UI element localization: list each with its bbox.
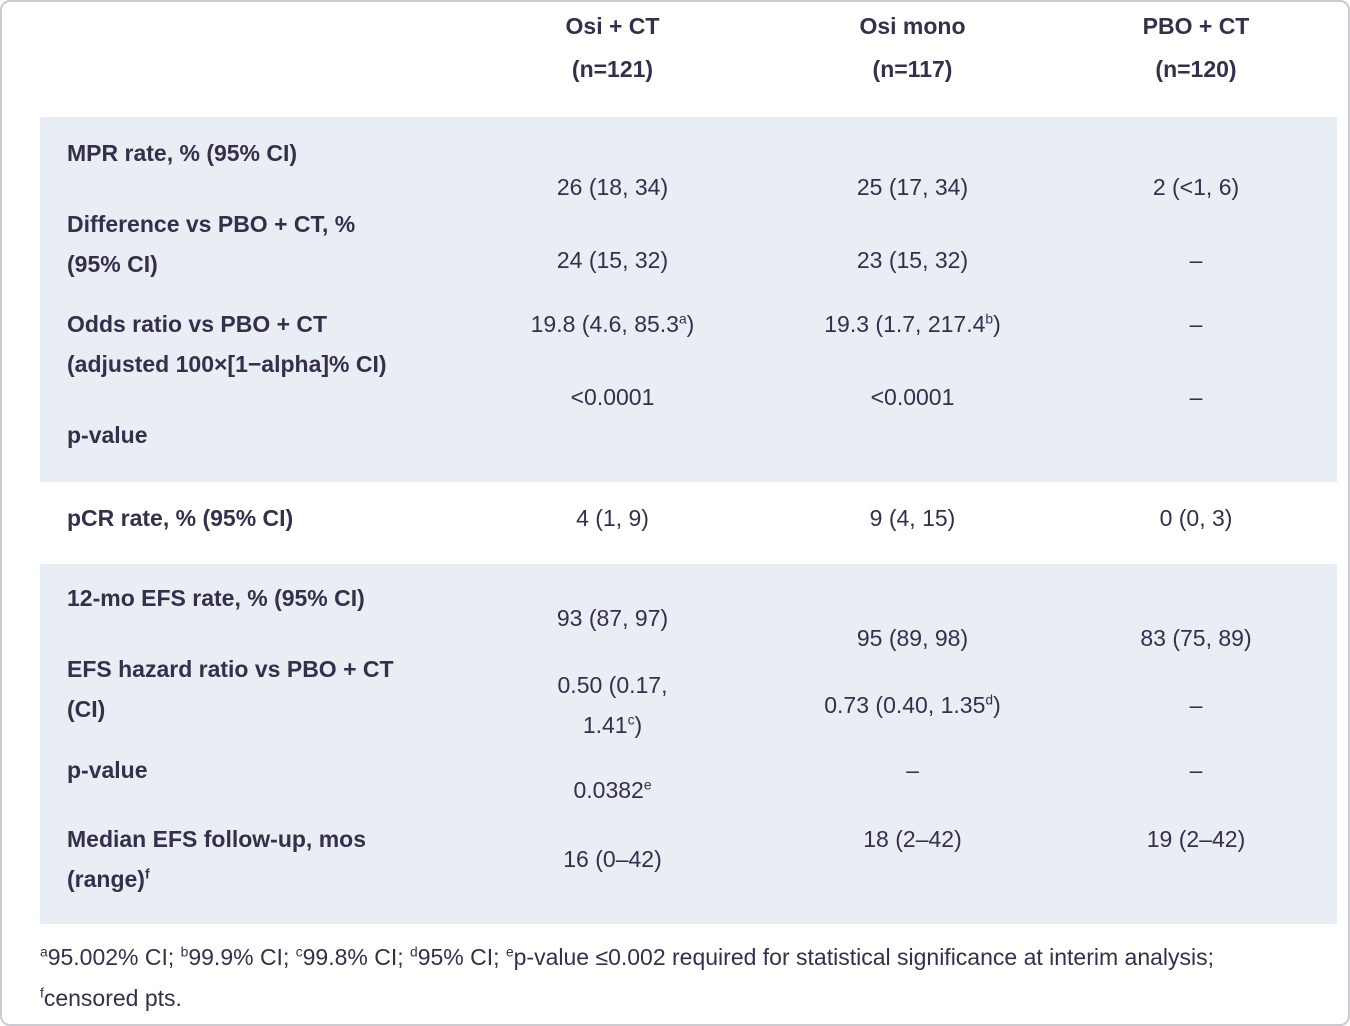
header-spacer (40, 5, 455, 117)
value-osi-mono: 19.3 (1.7, 217.4b) (824, 311, 1001, 337)
value-osi-mono: 9 (4, 15) (869, 505, 956, 531)
value-osi-mono: 95 (89, 98) (856, 625, 969, 651)
value-osi-ct: 26 (18, 34) (556, 174, 669, 200)
value-osi-mono: <0.0001 (870, 384, 955, 410)
column-n: (n=121) (571, 56, 654, 82)
table-row-difference: Difference vs PBO + CT, % (95% CI) 24 (15… (40, 202, 1337, 292)
value-pbo-ct: – (1189, 247, 1203, 273)
value-osi-ct: 0.50 (0.17, 1.41c) (557, 672, 668, 738)
row-label: Median EFS follow-up, mos (range)f (67, 826, 366, 892)
table-row-odds-ratio: Odds ratio vs PBO + CT (adjusted 100×[1−a… (40, 292, 1337, 377)
value-osi-mono: 25 (17, 34) (856, 174, 969, 200)
row-label: EFS hazard ratio vs PBO + CT (CI) (67, 656, 394, 722)
column-header-pbo-ct: PBO + CT (n=120) (1055, 5, 1337, 117)
table-row-efs-rate: 12-mo EFS rate, % (95% CI) 93 (87, 97) 9… (40, 564, 1337, 651)
value-pbo-ct: – (1189, 311, 1203, 337)
column-title: Osi mono (859, 13, 966, 39)
value-osi-mono: 18 (2–42) (863, 826, 962, 852)
value-pbo-ct: 2 (<1, 6) (1152, 174, 1240, 200)
value-osi-mono: – (906, 757, 919, 783)
column-header-osi-ct: Osi + CT (n=121) (455, 5, 770, 117)
value-osi-ct: 0.0382e (573, 777, 652, 803)
value-osi-ct: 93 (87, 97) (556, 605, 669, 631)
row-label: Odds ratio vs PBO + CT (adjusted 100×[1−a… (67, 311, 387, 377)
row-label: Difference vs PBO + CT, % (95% CI) (67, 211, 356, 277)
column-title: Osi + CT (565, 13, 660, 39)
column-header-osi-mono: Osi mono (n=117) (770, 5, 1055, 117)
value-osi-ct: 16 (0–42) (563, 846, 662, 872)
column-title: PBO + CT (1142, 13, 1250, 39)
footnotes: a95.002% CI; b99.9% CI; c99.8% CI; d95% … (40, 944, 1215, 1011)
value-osi-mono: 0.73 (0.40, 1.35d) (824, 692, 1001, 718)
value-pbo-ct: – (1189, 692, 1203, 718)
column-n: (n=117) (872, 56, 953, 82)
efs-section: 12-mo EFS rate, % (95% CI) 93 (87, 97) 9… (40, 564, 1337, 924)
mpr-section: MPR rate, % (95% CI) 26 (18, 34) 25 (17,… (40, 117, 1337, 482)
table-row-efs-hazard-ratio: EFS hazard ratio vs PBO + CT (CI) 0.50 (0… (40, 649, 1337, 742)
value-pbo-ct: – (1189, 757, 1203, 783)
row-label: p-value (67, 757, 148, 783)
header-row: Osi + CT (n=121) Osi mono (n=117) PBO + … (40, 2, 1337, 117)
value-pbo-ct: 19 (2–42) (1146, 826, 1246, 852)
value-pbo-ct: 0 (0, 3) (1159, 505, 1233, 531)
row-label: p-value (67, 422, 148, 448)
row-label: MPR rate, % (95% CI) (67, 140, 298, 166)
value-osi-mono: 23 (15, 32) (856, 247, 969, 273)
table-row-mpr-rate: MPR rate, % (95% CI) 26 (18, 34) 25 (17,… (40, 117, 1337, 202)
table-row-pcr-rate: pCR rate, % (95% CI) 4 (1, 9) 9 (4, 15) … (40, 482, 1337, 564)
table-row-efs-p-value: p-value 0.0382e – – (40, 742, 1337, 807)
table-row-mpr-p-value: p-value <0.0001 <0.0001 – (40, 377, 1337, 482)
value-osi-ct: 4 (1, 9) (576, 505, 649, 531)
table-row-median-efs-follow-up: Median EFS follow-up, mos (range)f 16 (0–… (40, 807, 1337, 924)
row-label: 12-mo EFS rate, % (95% CI) (67, 585, 365, 611)
row-label: pCR rate, % (95% CI) (67, 505, 294, 531)
value-osi-ct: <0.0001 (570, 384, 655, 410)
column-n: (n=120) (1155, 56, 1237, 82)
value-osi-ct: 24 (15, 32) (556, 247, 669, 273)
value-osi-ct: 19.8 (4.6, 85.3a) (530, 311, 695, 337)
value-pbo-ct: 83 (75, 89) (1140, 625, 1252, 651)
value-pbo-ct: – (1189, 384, 1203, 410)
